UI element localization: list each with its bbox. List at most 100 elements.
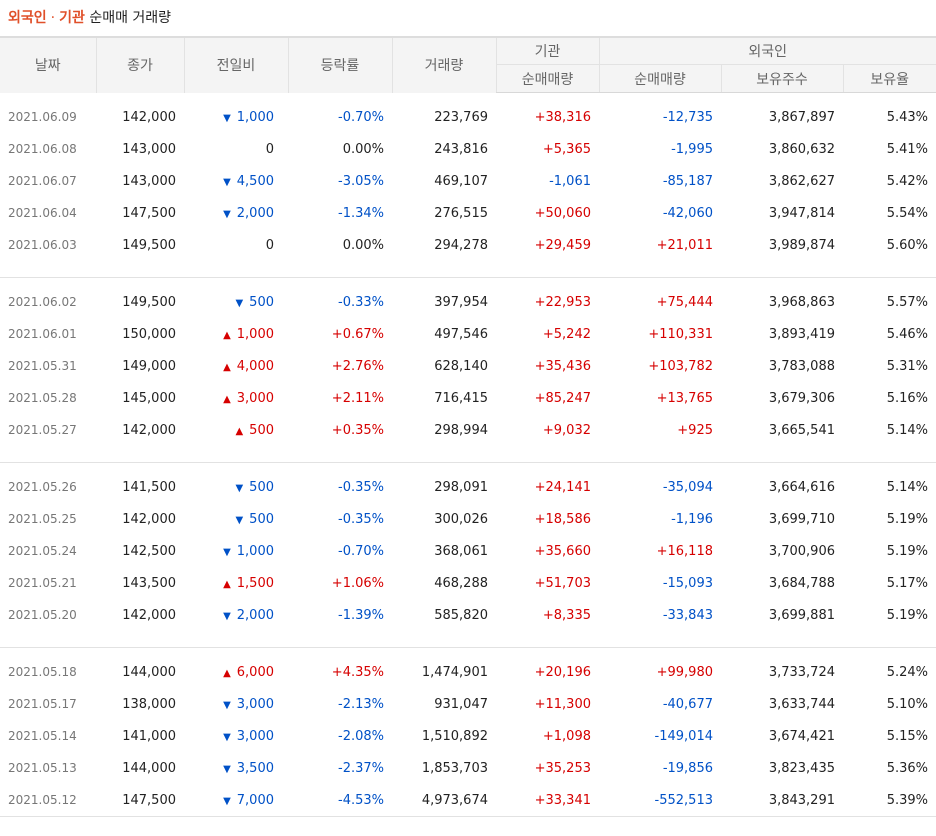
cell-foreign-holdings: 3,684,788	[768, 575, 835, 591]
cell-volume: 1,474,901	[421, 664, 488, 680]
cell-foreign-net: -552,513	[599, 784, 721, 817]
cell-change-value: 4,500	[236, 173, 274, 189]
header-foreign-holdings: 보유주수	[720, 64, 843, 93]
cell-institution-net: +22,953	[534, 294, 591, 310]
table-row: 2021.05.12 147,500 ▼ 7,000 -4.53% 4,973,674 +3…	[0, 784, 936, 817]
cell-foreign-net: -33,843	[662, 607, 713, 623]
cell-change: ▲ 1,000	[184, 318, 288, 350]
group-divider	[0, 261, 936, 278]
cell-volume: 397,954	[434, 294, 488, 310]
up-arrow-icon: ▲	[223, 329, 231, 341]
cell-rate: +0.67%	[331, 326, 384, 342]
cell-close: 144,000	[122, 664, 176, 680]
table-row: 2021.06.02 149,500 ▼ 500 -0.33% 397,954 +22,95…	[0, 286, 936, 318]
down-arrow-icon: ▼	[223, 208, 231, 220]
table-row: 2021.05.27 142,000 ▲ 500 +0.35% 298,994 +9,032…	[0, 414, 936, 446]
cell-change-value: 1,000	[236, 543, 274, 559]
cell-change-value: 1,500	[236, 575, 274, 591]
cell-foreign-holdings: 3,674,421	[768, 728, 835, 744]
cell-institution-net: -1,061	[549, 173, 591, 189]
cell-volume: 298,091	[434, 479, 488, 495]
section-title: 외국인 · 기관 순매매 거래량	[8, 6, 171, 30]
down-arrow-icon: ▼	[235, 482, 244, 494]
cell-foreign-holdings: 3,699,710	[768, 511, 835, 527]
down-arrow-icon: ▼	[223, 546, 231, 558]
cell-foreign-net: -15,093	[662, 575, 713, 591]
table-row: 2021.05.13 144,000 ▼ 3,500 -2.37% 1,853,703 +3…	[0, 752, 936, 784]
cell-rate: -3.05%	[338, 173, 384, 189]
cell-volume: 223,769	[434, 109, 488, 125]
cell-institution-net: +35,436	[534, 358, 591, 374]
cell-change-value: 3,000	[236, 696, 274, 712]
cell-change-value: 0	[265, 141, 274, 157]
table-row: 2021.06.09 142,000 ▼ 1,000 -0.70% 223,769 +38,…	[0, 101, 936, 133]
cell-rate: -2.37%	[338, 760, 384, 776]
cell-change: ▼ 500	[184, 503, 288, 535]
cell-close: 149,500	[122, 294, 176, 310]
cell-change: ▼ 500	[184, 471, 288, 503]
cell-institution-net: +1,098	[542, 728, 591, 744]
down-arrow-icon: ▼	[223, 112, 231, 124]
cell-volume: 716,415	[434, 390, 488, 406]
cell-change-value: 500	[249, 294, 274, 310]
cell-change-value: 500	[249, 422, 274, 438]
cell-close: 147,500	[96, 784, 184, 817]
cell-foreign-ratio: 5.36%	[886, 760, 928, 776]
cell-foreign-holdings: 3,843,291	[721, 784, 843, 817]
cell-foreign-net: -85,187	[662, 173, 713, 189]
cell-date: 2021.06.02	[8, 295, 77, 309]
cell-volume: 1,510,892	[421, 728, 488, 744]
cell-institution-net: +50,060	[534, 205, 591, 221]
group-spacer	[0, 93, 936, 102]
up-arrow-icon: ▲	[235, 425, 244, 437]
cell-change-value: 1,000	[236, 326, 274, 342]
cell-foreign-ratio: 5.41%	[886, 141, 928, 157]
cell-rate: +0.35%	[331, 422, 384, 438]
cell-foreign-ratio: 5.43%	[886, 109, 928, 125]
cell-foreign-ratio: 5.14%	[886, 422, 928, 438]
cell-rate: 0.00%	[342, 141, 384, 157]
cell-change: ▲ 4,000	[184, 350, 288, 382]
cell-volume: 300,026	[434, 511, 488, 527]
cell-foreign-net: -40,677	[662, 696, 713, 712]
header-foreign-net: 순매매량	[598, 64, 721, 93]
cell-date: 2021.05.26	[8, 480, 77, 494]
down-arrow-icon: ▼	[235, 514, 244, 526]
table-row: 2021.05.20 142,000 ▼ 2,000 -1.39% 585,820 +8,3…	[0, 599, 936, 631]
cell-rate: +4.35%	[331, 664, 384, 680]
cell-foreign-ratio: 5.19%	[886, 607, 928, 623]
cell-date: 2021.05.12	[0, 784, 96, 817]
cell-close: 138,000	[122, 696, 176, 712]
cell-change: ▼ 1,000	[184, 101, 288, 133]
cell-foreign-holdings: 3,665,541	[768, 422, 835, 438]
down-arrow-icon: ▼	[223, 610, 231, 622]
cell-foreign-ratio: 5.10%	[886, 696, 928, 712]
title-dot: ·	[50, 10, 56, 26]
cell-volume: 585,820	[434, 607, 488, 623]
cell-date: 2021.06.01	[8, 327, 77, 341]
title-institution: 기관	[59, 10, 85, 26]
table-row: 2021.05.25 142,000 ▼ 500 -0.35% 300,026 +18,58…	[0, 503, 936, 535]
down-arrow-icon: ▼	[223, 176, 231, 188]
cell-foreign-holdings: 3,867,897	[768, 109, 835, 125]
cell-foreign-ratio: 5.42%	[886, 173, 928, 189]
cell-change-value: 7,000	[236, 792, 274, 808]
cell-rate: -2.13%	[338, 696, 384, 712]
cell-foreign-holdings: 3,783,088	[768, 358, 835, 374]
cell-rate: -0.35%	[338, 511, 384, 527]
cell-change: ▼ 3,000	[184, 720, 288, 752]
group-divider	[0, 631, 936, 648]
header-foreign-ratio: 보유율	[842, 64, 936, 93]
cell-date: 2021.05.13	[8, 761, 77, 775]
table-row: 2021.06.01 150,000 ▲ 1,000 +0.67% 497,546 +5,2…	[0, 318, 936, 350]
cell-change: 0	[184, 133, 288, 165]
cell-rate: -1.34%	[338, 205, 384, 221]
header-close: 종가	[95, 36, 184, 93]
cell-change: ▲ 1,500	[184, 567, 288, 599]
cell-date: 2021.06.04	[8, 206, 77, 220]
cell-close: 145,000	[122, 390, 176, 406]
cell-volume: 294,278	[434, 237, 488, 253]
group-divider	[0, 446, 936, 463]
cell-close: 150,000	[122, 326, 176, 342]
cell-close: 143,000	[122, 173, 176, 189]
